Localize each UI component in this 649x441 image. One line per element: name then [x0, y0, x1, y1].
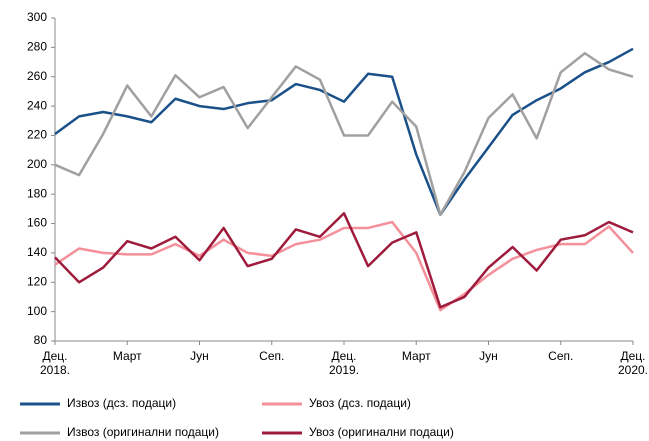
legend-label: Извоз (дсз. подаци)	[67, 396, 176, 410]
y-tick-label: 100	[27, 304, 47, 318]
y-tick-label: 180	[27, 186, 47, 200]
series-line	[54, 212, 634, 309]
x-tick-label: Дец. 2019.	[328, 349, 360, 377]
x-tick-label: Јун	[479, 349, 498, 363]
y-tick-label: 280	[27, 40, 47, 54]
legend-label: Увоз (дсз. подаци)	[309, 396, 411, 410]
series-line	[54, 47, 634, 216]
y-tick-label: 300	[27, 10, 47, 24]
legend-label: Увоз (оригинални подаци)	[309, 425, 454, 439]
y-tick-label: 260	[27, 69, 47, 83]
y-tick-label: 240	[27, 98, 47, 112]
y-tick-label: 200	[27, 157, 47, 171]
y-tick-label: 140	[27, 245, 47, 259]
series-line	[54, 51, 634, 216]
y-tick-label: 80	[34, 333, 48, 347]
x-tick-label: Март	[112, 349, 142, 363]
y-tick-label: 120	[27, 274, 47, 288]
x-tick-label: Дец. 2018.	[39, 349, 71, 377]
x-tick-label: Дец. 2020.	[617, 349, 649, 377]
x-tick-label: Сеп.	[548, 349, 574, 363]
x-tick-label: Јун	[190, 349, 209, 363]
x-tick-label: Сеп.	[259, 349, 285, 363]
series-line	[54, 220, 634, 312]
y-tick-label: 160	[27, 216, 47, 230]
y-tick-label: 220	[27, 128, 47, 142]
x-tick-label: Март	[401, 349, 431, 363]
legend-label: Извоз (оригинални подаци)	[67, 425, 219, 439]
